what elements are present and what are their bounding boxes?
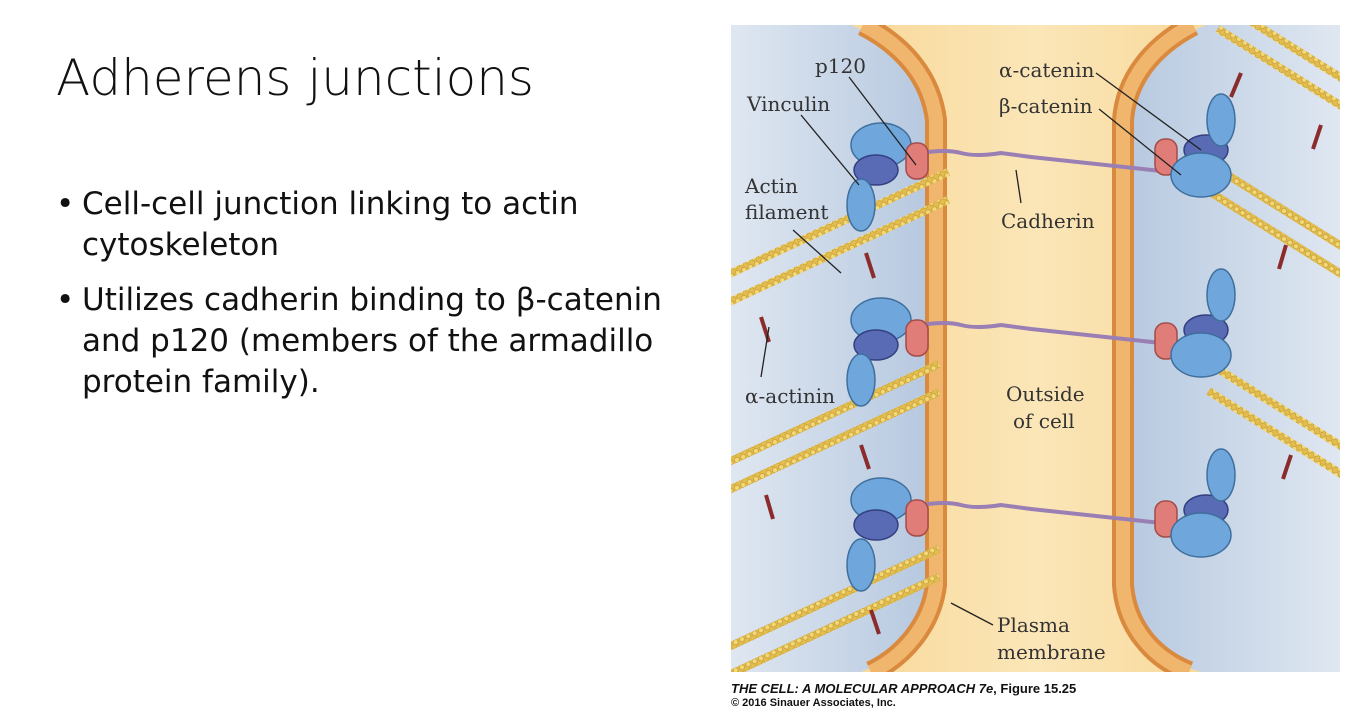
left-protein-complexes xyxy=(846,122,929,592)
label-actin-2: filament xyxy=(745,200,828,224)
slide-title: Adherens junctions xyxy=(56,49,534,107)
bullet-item: Cell-cell junction linking to actin cyto… xyxy=(56,184,696,266)
alpha-actinin-links xyxy=(759,72,1323,635)
adherens-junction-diagram: p120 Vinculin Actin filament α-actinin α… xyxy=(731,25,1340,672)
credit-figure: , Figure 15.25 xyxy=(993,681,1077,696)
credit-title: THE CELL: A MOLECULAR APPROACH 7e xyxy=(731,681,994,696)
right-plasma-membrane xyxy=(1112,25,1199,672)
label-cadherin: Cadherin xyxy=(1001,209,1095,233)
figure-credit: THE CELL: A MOLECULAR APPROACH 7e, Figur… xyxy=(731,681,1076,709)
right-protein-complexes xyxy=(1154,93,1236,558)
label-vinculin: Vinculin xyxy=(746,92,830,116)
label-p120: p120 xyxy=(815,54,866,78)
label-beta-catenin: β-catenin xyxy=(999,94,1093,118)
label-actin-1: Actin xyxy=(744,174,798,198)
actin-filaments-right xyxy=(1206,25,1340,517)
copyright: © 2016 Sinauer Associates, Inc. xyxy=(731,697,896,709)
label-leader-lines xyxy=(760,72,1202,626)
bullet-list: Cell-cell junction linking to actin cyto… xyxy=(56,184,696,417)
label-plasma-2: membrane xyxy=(997,640,1106,664)
label-outside-2: of cell xyxy=(1013,409,1075,433)
label-alpha-actinin: α-actinin xyxy=(745,384,835,408)
label-plasma-1: Plasma xyxy=(997,613,1070,637)
label-alpha-catenin: α-catenin xyxy=(999,58,1095,82)
bullet-item: Utilizes cadherin binding to β-catenin a… xyxy=(56,280,696,403)
left-plasma-membrane xyxy=(857,25,947,672)
label-outside-1: Outside xyxy=(1006,382,1085,406)
actin-filaments-left xyxy=(731,168,951,672)
